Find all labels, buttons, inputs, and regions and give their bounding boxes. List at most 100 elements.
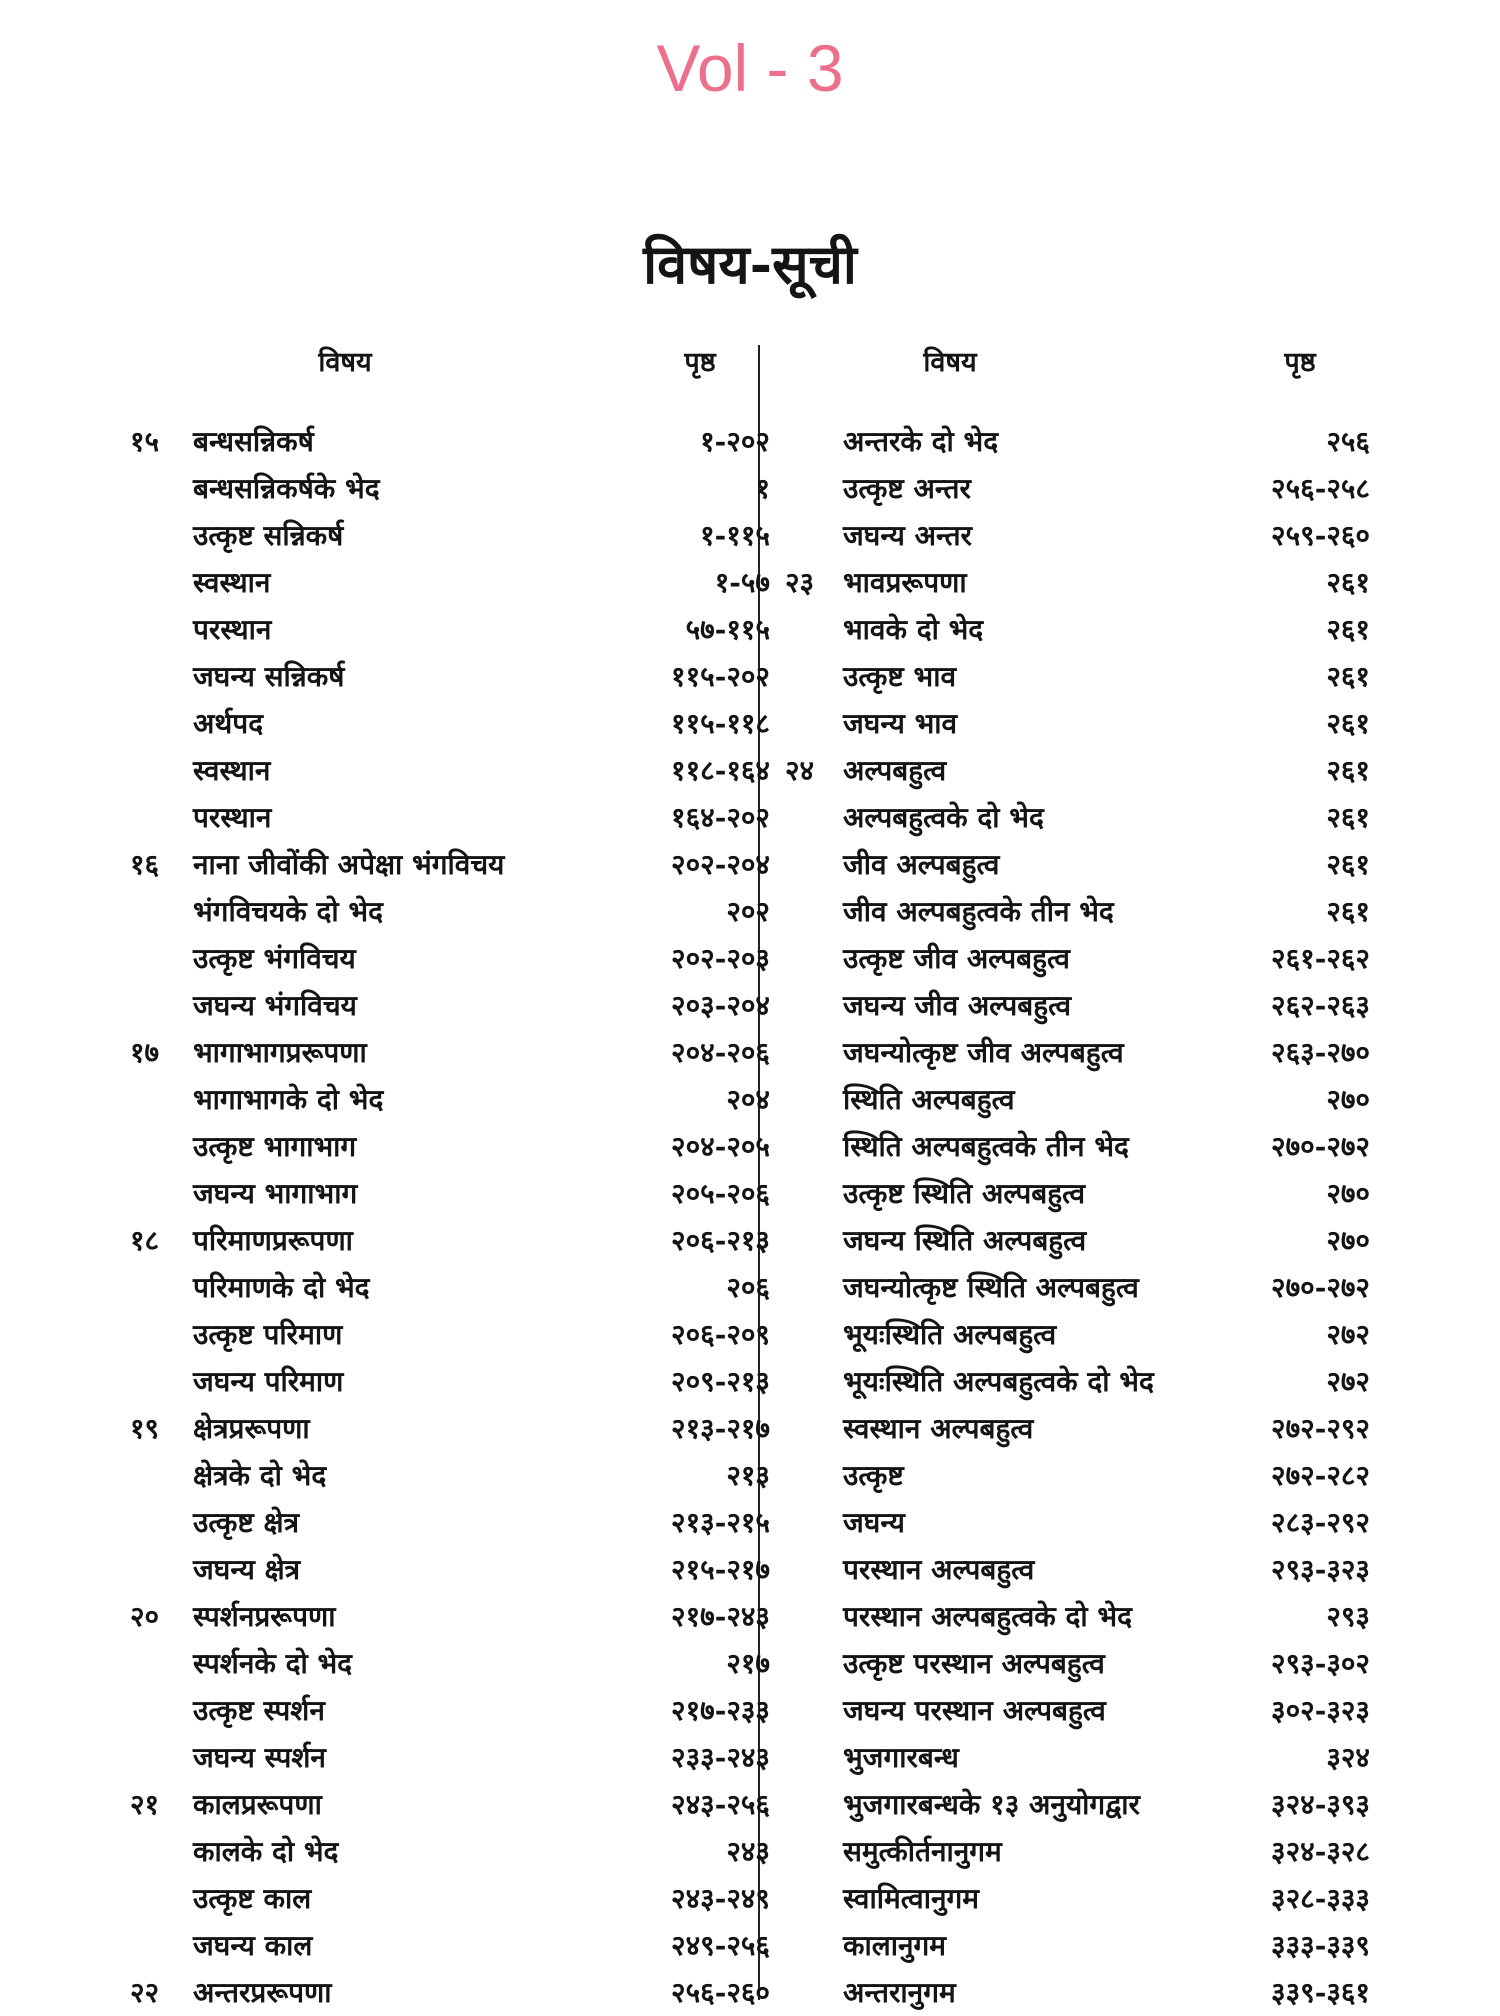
- entry-title: स्वस्थान: [193, 754, 271, 787]
- entry-title: जघन्य अन्तर: [843, 519, 973, 552]
- toc-entry: उत्कृष्ट काल २४३-२४९: [130, 1875, 770, 1922]
- page-title: विषय-सूची: [643, 232, 857, 296]
- toc-entry: भागाभागके दो भेद २०४: [130, 1076, 770, 1123]
- entry-title: उत्कृष्ट: [843, 1459, 904, 1492]
- entry-page-range: २९३-३२३: [1271, 1553, 1370, 1586]
- entry-title: जघन्योत्कृष्ट जीव अल्पबहुत्व: [843, 1036, 1124, 1069]
- entry-title: परस्थान: [193, 613, 272, 646]
- entry-page-range: २०३-२०४: [671, 989, 770, 1022]
- toc-entry: अन्तरके दो भेद २५६: [785, 418, 1370, 465]
- entry-page-range: ३२८-३३३: [1271, 1882, 1370, 1915]
- toc-entry: उत्कृष्ट अन्तर २५६-२५८: [785, 465, 1370, 512]
- toc-entry: उत्कृष्ट जीव अल्पबहुत्व २६१-२६२: [785, 935, 1370, 982]
- toc-entry: भुजगारबन्धके १३ अनुयोगद्वार ३२४-३९३: [785, 1781, 1370, 1828]
- entry-title: भुजगारबन्धके १३ अनुयोगद्वार: [843, 1788, 1141, 1821]
- entry-title: क्षेत्रके दो भेद: [193, 1459, 327, 1492]
- entry-title: भूयःस्थिति अल्पबहुत्व: [843, 1318, 1057, 1351]
- entry-title: अन्तरके दो भेद: [843, 425, 999, 458]
- entry-page-range: २६१: [1326, 566, 1370, 599]
- toc-entry: स्वस्थान अल्पबहुत्व २७२-२९२: [785, 1405, 1370, 1452]
- toc-entry: २३ भावप्ररूपणा २६१: [785, 559, 1370, 606]
- entry-title: बन्धसन्निकर्ष: [193, 425, 314, 458]
- entry-title: कालप्ररूपणा: [193, 1788, 322, 1821]
- entry-title: जघन्य जीव अल्पबहुत्व: [843, 989, 1072, 1022]
- toc-entry: उत्कृष्ट भागाभाग २०४-२०५: [130, 1123, 770, 1170]
- entry-page-range: २१७-२३३: [671, 1694, 770, 1727]
- entry-page-range: २६३-२७०: [1271, 1036, 1370, 1069]
- entry-page-range: २०९-२१३: [671, 1365, 770, 1398]
- toc-entry: उत्कृष्ट स्थिति अल्पबहुत्व २७०: [785, 1170, 1370, 1217]
- entry-number: १८: [130, 1224, 160, 1257]
- toc-entry: अन्तरानुगम ३३९-३६१: [785, 1969, 1370, 2016]
- entry-page-range: २४३: [726, 1835, 770, 1868]
- toc-entry: १८ परिमाणप्ररूपणा २०६-२१३: [130, 1217, 770, 1264]
- entry-page-range: ३२४-३९३: [1271, 1788, 1370, 1821]
- entry-title: जीव अल्पबहुत्वके तीन भेद: [843, 895, 1114, 928]
- entry-page-range: २६१: [1326, 707, 1370, 740]
- entry-page-range: २०६-२०९: [671, 1318, 770, 1351]
- entry-number: १९: [130, 1412, 160, 1445]
- entry-page-range: २६१: [1326, 754, 1370, 787]
- page-header: पृष्ठ: [1284, 347, 1316, 378]
- toc-entry: २२ अन्तरप्ररूपणा २५६-२६०: [130, 1969, 770, 2016]
- entry-page-range: ३३९-३६१: [1271, 1976, 1370, 2009]
- entry-page-range: २०६-२१३: [671, 1224, 770, 1257]
- toc-entry: उत्कृष्ट परस्थान अल्पबहुत्व २९३-३०२: [785, 1640, 1370, 1687]
- entry-title: उत्कृष्ट क्षेत्र: [193, 1506, 300, 1539]
- entry-page-range: २६१: [1326, 801, 1370, 834]
- entry-page-range: ३२४-३२८: [1271, 1835, 1370, 1868]
- toc-entry: परस्थान अल्पबहुत्वके दो भेद २९३: [785, 1593, 1370, 1640]
- entry-page-range: २४९-२५६: [671, 1929, 770, 1962]
- toc-entry: भावके दो भेद २६१: [785, 606, 1370, 653]
- entry-title: बन्धसन्निकर्षके भेद: [193, 472, 380, 505]
- toc-entry: भूयःस्थिति अल्पबहुत्व २७२: [785, 1311, 1370, 1358]
- entry-page-range: २०२: [726, 895, 770, 928]
- entry-title: भूयःस्थिति अल्पबहुत्वके दो भेद: [843, 1365, 1154, 1398]
- toc-entry: २१ कालप्ररूपणा २४३-२५६: [130, 1781, 770, 1828]
- subject-header: विषय: [318, 347, 372, 378]
- entry-title: जघन्य स्पर्शन: [193, 1741, 326, 1774]
- toc-entry: १६ नाना जीवोंकी अपेक्षा भंगविचय २०२-२०४: [130, 841, 770, 888]
- entry-title: स्पर्शनके दो भेद: [193, 1647, 353, 1680]
- toc-entry: कालानुगम ३३३-३३९: [785, 1922, 1370, 1969]
- toc-entry: उत्कृष्ट भाव २६१: [785, 653, 1370, 700]
- entry-title: उत्कृष्ट भंगविचय: [193, 942, 356, 975]
- toc-entry: परस्थान १६४-२०२: [130, 794, 770, 841]
- entry-number: १५: [130, 425, 160, 458]
- toc-entry: जघन्य स्थिति अल्पबहुत्व २७०: [785, 1217, 1370, 1264]
- entry-title: जघन्य सन्निकर्ष: [193, 660, 345, 693]
- toc-entry: १५ बन्धसन्निकर्ष १-२०२: [130, 418, 770, 465]
- entry-page-range: १: [755, 472, 770, 505]
- entry-page-range: ११५-२०२: [671, 660, 770, 693]
- entry-title: भुजगारबन्ध: [843, 1741, 959, 1774]
- entry-number: १६: [130, 848, 160, 881]
- entry-title: भागाभागके दो भेद: [193, 1083, 384, 1116]
- entry-page-range: २६२-२६३: [1271, 989, 1370, 1022]
- entry-page-range: २७२-२९२: [1271, 1412, 1370, 1445]
- toc-entry: जघन्य परिमाण २०९-२१३: [130, 1358, 770, 1405]
- toc-left-column: विषय पृष्ठ १५ बन्धसन्निकर्ष १-२०२ बन्धसन्नि…: [130, 330, 770, 2016]
- entry-title: उत्कृष्ट भाव: [843, 660, 957, 693]
- toc-entry: बन्धसन्निकर्षके भेद १: [130, 465, 770, 512]
- subject-header: विषय: [923, 347, 977, 378]
- toc-entry: भंगविचयके दो भेद २०२: [130, 888, 770, 935]
- toc-entry: क्षेत्रके दो भेद २१३: [130, 1452, 770, 1499]
- entry-title: कालके दो भेद: [193, 1835, 339, 1868]
- entry-title: जीव अल्पबहुत्व: [843, 848, 1000, 881]
- entry-number: १७: [130, 1036, 160, 1069]
- toc-entry: अर्थपद ११५-११८: [130, 700, 770, 747]
- entry-title: जघन्य भागाभाग: [193, 1177, 358, 1210]
- toc-entry: जघन्योत्कृष्ट जीव अल्पबहुत्व २६३-२७०: [785, 1029, 1370, 1076]
- entry-title: उत्कृष्ट स्पर्शन: [193, 1694, 325, 1727]
- toc-entry: उत्कृष्ट परिमाण २०६-२०९: [130, 1311, 770, 1358]
- entry-page-range: २४३-२४९: [671, 1882, 770, 1915]
- toc-entry: भूयःस्थिति अल्पबहुत्वके दो भेद २७२: [785, 1358, 1370, 1405]
- entry-title: अन्तरानुगम: [843, 1976, 956, 2009]
- entry-page-range: २६१-२६२: [1271, 942, 1370, 975]
- entry-title: परस्थान अल्पबहुत्वके दो भेद: [843, 1600, 1132, 1633]
- toc-entry: जघन्य २८३-२९२: [785, 1499, 1370, 1546]
- toc-entry: जीव अल्पबहुत्वके तीन भेद २६१: [785, 888, 1370, 935]
- entry-page-range: २७०: [1326, 1177, 1370, 1210]
- entry-title: स्वस्थान: [193, 566, 271, 599]
- entry-title: जघन्य काल: [193, 1929, 313, 1962]
